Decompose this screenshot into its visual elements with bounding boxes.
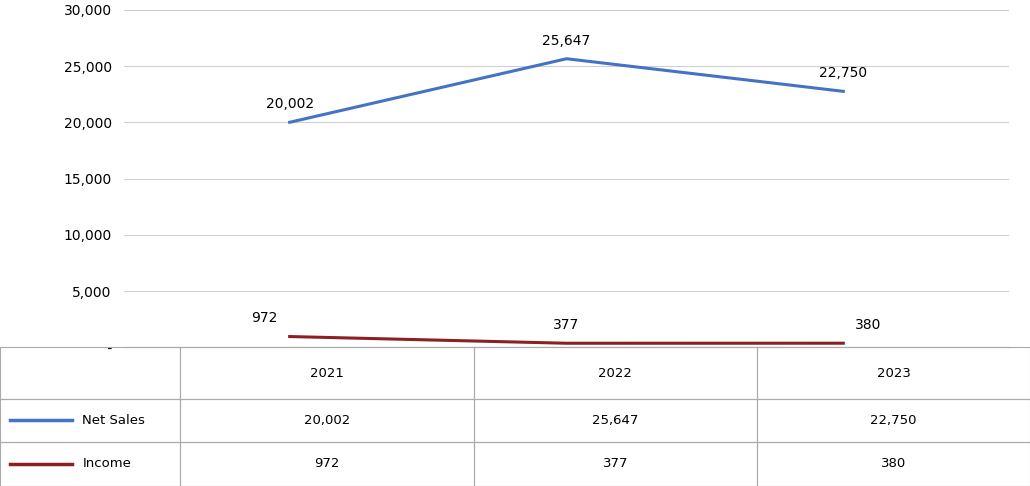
Text: 972: 972 bbox=[251, 312, 278, 326]
Text: 25,647: 25,647 bbox=[543, 34, 590, 48]
Bar bbox=[474, 442, 757, 486]
Bar bbox=[0, 347, 180, 399]
Text: 377: 377 bbox=[553, 318, 580, 332]
Bar bbox=[474, 347, 757, 399]
Text: 377: 377 bbox=[603, 457, 628, 470]
Text: Income: Income bbox=[82, 457, 131, 470]
Bar bbox=[757, 442, 1030, 486]
Text: 2023: 2023 bbox=[877, 366, 911, 380]
Bar bbox=[180, 347, 474, 399]
Text: Net Sales: Net Sales bbox=[82, 414, 145, 427]
Bar bbox=[180, 442, 474, 486]
Text: 20,002: 20,002 bbox=[304, 414, 350, 427]
Bar bbox=[474, 399, 757, 442]
Text: 972: 972 bbox=[314, 457, 340, 470]
Text: 380: 380 bbox=[881, 457, 906, 470]
Bar bbox=[757, 399, 1030, 442]
Text: 22,750: 22,750 bbox=[819, 66, 867, 80]
Bar bbox=[757, 347, 1030, 399]
Bar bbox=[0, 442, 180, 486]
Text: 2022: 2022 bbox=[598, 366, 632, 380]
Text: 25,647: 25,647 bbox=[592, 414, 639, 427]
Bar bbox=[0, 399, 180, 442]
Text: 2021: 2021 bbox=[310, 366, 344, 380]
Text: 20,002: 20,002 bbox=[266, 97, 314, 111]
Bar bbox=[180, 399, 474, 442]
Text: 22,750: 22,750 bbox=[870, 414, 917, 427]
Text: 380: 380 bbox=[855, 318, 882, 332]
